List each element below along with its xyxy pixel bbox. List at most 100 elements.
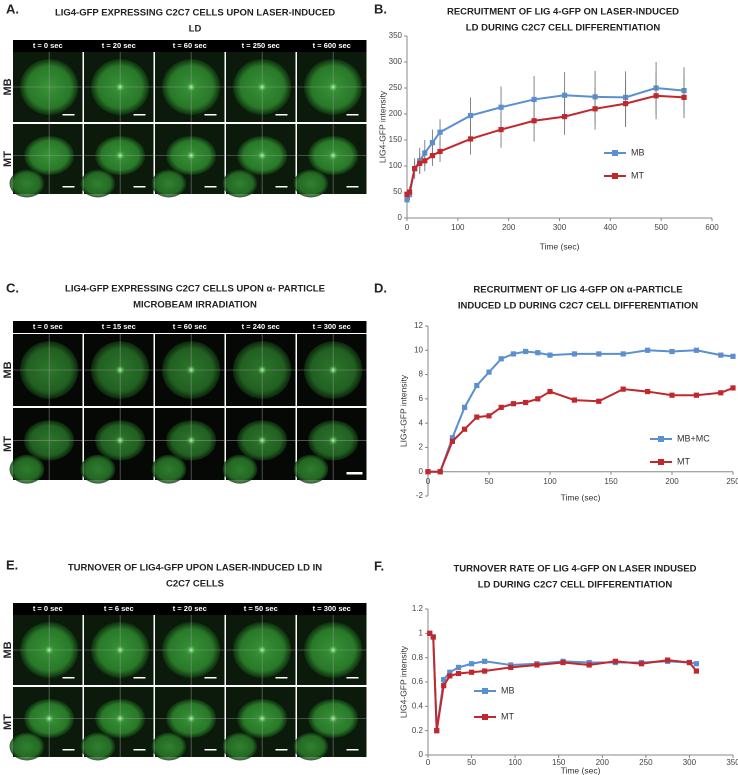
damage-spot xyxy=(115,713,126,724)
micrograph xyxy=(9,408,83,484)
y-tick-label: 50 xyxy=(393,187,402,196)
scale-bar xyxy=(204,114,217,116)
time-strip xyxy=(13,603,367,615)
scale-bar xyxy=(62,114,75,116)
y-tick-label: 12 xyxy=(414,321,423,330)
marker xyxy=(498,356,504,362)
damage-spot xyxy=(328,82,339,92)
x-tick-label: 150 xyxy=(552,758,566,767)
damage-spot xyxy=(257,713,268,724)
nucleus xyxy=(9,169,45,198)
marker xyxy=(462,404,468,410)
series-line xyxy=(429,632,697,731)
damage-spot xyxy=(186,150,197,161)
y-tick-label: 0.4 xyxy=(412,701,424,710)
micrograph xyxy=(84,52,154,122)
micrograph xyxy=(151,124,225,198)
marker xyxy=(571,397,577,403)
damage-spot xyxy=(115,82,126,92)
x-tick-label: 250 xyxy=(726,477,738,486)
y-tick-label: 0 xyxy=(419,467,424,476)
scale-bar xyxy=(346,749,359,751)
marker xyxy=(693,392,699,398)
marker xyxy=(531,96,537,103)
nucleus xyxy=(80,169,116,198)
y-tick-label: -2 xyxy=(416,491,424,500)
nucleus xyxy=(293,732,329,761)
marker xyxy=(498,104,504,110)
micrograph xyxy=(293,687,367,761)
row-label: MT xyxy=(2,436,14,452)
damage-spot xyxy=(328,645,339,655)
x-tick-label: 200 xyxy=(596,758,610,767)
time-label: t = 50 sec xyxy=(244,604,278,613)
damage-spot xyxy=(186,713,197,724)
marker xyxy=(437,129,443,135)
marker xyxy=(404,192,410,198)
time-strip xyxy=(13,321,367,333)
damage-spot xyxy=(328,365,339,375)
scale-bar xyxy=(62,186,75,188)
micrograph xyxy=(297,334,367,406)
nucleus xyxy=(80,732,116,761)
micrograph xyxy=(13,334,83,406)
damage-spot xyxy=(257,645,268,655)
scale-bar xyxy=(275,186,288,188)
marker xyxy=(467,136,474,142)
row-label: MT xyxy=(2,714,14,730)
series-line xyxy=(406,86,685,201)
y-tick-label: 100 xyxy=(389,161,403,170)
micrograph xyxy=(13,52,83,122)
scale-bar xyxy=(62,677,75,679)
marker xyxy=(596,398,602,404)
x-axis-label: Time (sec) xyxy=(561,492,601,502)
chart-title: RECRUITMENT OF LIG 4-GFP ON α-PARTICLE xyxy=(473,285,682,296)
marker xyxy=(547,388,553,395)
x-tick-label: 400 xyxy=(604,223,618,232)
x-tick-label: 500 xyxy=(654,223,668,232)
x-tick-label: 0 xyxy=(426,477,431,486)
micrograph xyxy=(80,687,154,761)
marker xyxy=(406,189,413,195)
marker xyxy=(622,101,629,107)
marker xyxy=(730,353,736,359)
chart-title: TURNOVER RATE OF LIG 4-GFP ON LASER INDU… xyxy=(454,564,697,575)
panel-label: F. xyxy=(374,558,384,573)
marker xyxy=(547,352,553,358)
marker xyxy=(718,390,724,396)
micrograph xyxy=(226,334,296,406)
marker xyxy=(430,634,436,640)
micrograph xyxy=(222,687,296,761)
marker xyxy=(681,94,687,100)
damage-spot xyxy=(328,435,339,446)
micrograph xyxy=(155,52,225,122)
marker xyxy=(429,153,436,159)
nucleus xyxy=(222,454,258,484)
chart-title: RECRUITMENT OF LIG 4-GFP ON LASER-INDUCE… xyxy=(447,7,679,18)
y-tick-label: 250 xyxy=(389,83,403,92)
marker xyxy=(482,658,488,664)
micrograph xyxy=(155,334,225,406)
nucleus xyxy=(151,454,187,484)
damage-spot xyxy=(186,435,197,446)
marker xyxy=(498,404,504,410)
marker xyxy=(455,670,462,677)
scale-bar xyxy=(275,677,288,679)
y-tick-label: 350 xyxy=(389,31,403,40)
marker xyxy=(417,160,423,166)
scale-bar xyxy=(133,749,146,751)
y-tick-label: 200 xyxy=(389,109,403,118)
x-tick-label: 50 xyxy=(467,758,476,767)
panel-label: B. xyxy=(374,1,387,16)
micrograph xyxy=(297,52,367,122)
scale-bar xyxy=(275,749,288,751)
micrograph xyxy=(293,124,367,198)
x-tick-label: 300 xyxy=(553,223,567,232)
micrograph xyxy=(222,408,296,484)
nucleus xyxy=(80,454,116,484)
x-tick-label: 300 xyxy=(683,758,697,767)
micrograph xyxy=(80,408,154,484)
marker xyxy=(486,369,492,375)
marker xyxy=(462,426,468,432)
y-tick-label: 1.2 xyxy=(412,604,424,613)
